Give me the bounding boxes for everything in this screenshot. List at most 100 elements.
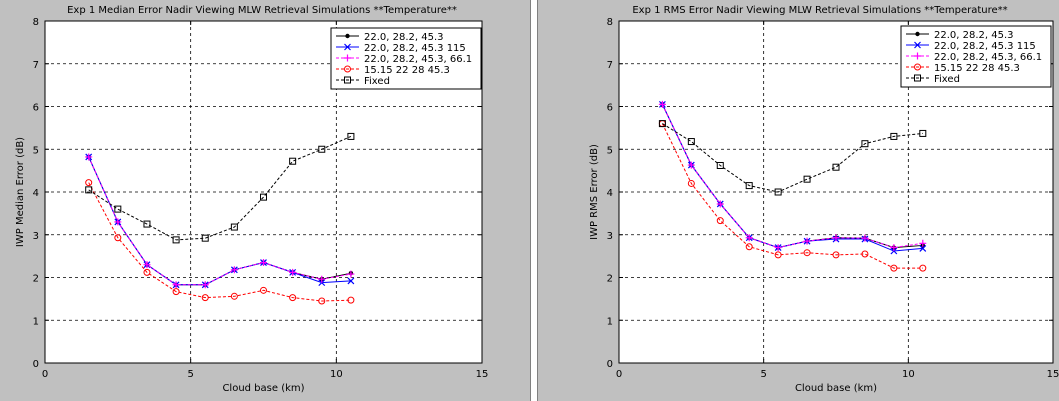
legend-entry-label: Fixed — [934, 74, 960, 85]
data-point — [318, 145, 326, 153]
data-point — [318, 275, 326, 283]
data-point — [344, 76, 351, 84]
y-axis-label: IWP RMS Error (dB) — [589, 144, 600, 240]
legend-entry-label: 22.0, 28.2, 45.3 115 — [934, 41, 1036, 52]
x-tick-label: 0 — [616, 369, 622, 380]
legend-entry-label: 22.0, 28.2, 45.3 — [364, 32, 444, 43]
legend-entry-label: 22.0, 28.2, 45.3, 66.1 — [364, 54, 472, 65]
data-point — [289, 268, 297, 276]
data-point — [745, 182, 753, 190]
data-point — [716, 217, 724, 225]
data-point — [803, 249, 811, 257]
y-tick-label: 8 — [33, 17, 39, 28]
series-square — [658, 120, 927, 196]
data-point — [143, 261, 151, 269]
data-point — [344, 54, 351, 62]
y-tick-label: 4 — [33, 188, 39, 199]
data-point — [861, 250, 869, 258]
legend-entry-label: 22.0, 28.2, 45.3 115 — [364, 43, 466, 54]
y-tick-label: 0 — [33, 359, 39, 370]
series-line — [88, 156, 351, 286]
data-point — [745, 234, 753, 242]
legend: 22.0, 28.2, 45.322.0, 28.2, 45.3 11522.0… — [900, 25, 1052, 88]
y-tick-label: 7 — [607, 60, 613, 71]
legend-box — [900, 25, 1052, 88]
data-point — [745, 243, 753, 251]
y-tick-label: 2 — [607, 274, 613, 285]
data-point — [774, 188, 782, 196]
x-tick-label: 5 — [760, 369, 766, 380]
data-point — [201, 281, 209, 289]
series-plus — [658, 100, 927, 252]
left-figure-panel: Exp 1 Median Error Nadir Viewing MLW Ret… — [15, 5, 489, 394]
data-point — [658, 100, 666, 108]
y-tick-label: 2 — [33, 274, 39, 285]
data-point — [774, 251, 782, 259]
y-tick-label: 8 — [607, 17, 613, 28]
data-point — [230, 292, 238, 300]
data-point — [114, 234, 122, 242]
data-point — [172, 281, 180, 289]
data-point — [347, 277, 355, 285]
series-line — [88, 135, 352, 241]
data-point — [260, 286, 267, 294]
data-point — [344, 43, 351, 51]
x-tick-label: 10 — [330, 369, 343, 380]
data-point — [318, 297, 326, 305]
y-tick-label: 0 — [607, 359, 613, 370]
data-point — [260, 259, 267, 267]
legend-entry-label: 15.15 22 28 45.3 — [934, 63, 1020, 74]
data-point — [861, 140, 869, 148]
y-axis-label: IWP Median Error (dB) — [15, 137, 26, 247]
x-tick-label: 15 — [1047, 369, 1059, 380]
x-tick-label: 15 — [476, 369, 489, 380]
legend-entry-label: 15.15 22 28 45.3 — [364, 65, 450, 76]
data-point — [230, 223, 238, 231]
data-point — [85, 153, 93, 161]
y-tick-label: 7 — [33, 60, 39, 71]
window-divider[interactable] — [530, 0, 538, 401]
data-point — [687, 179, 695, 187]
data-point — [914, 63, 921, 71]
series-circle — [658, 120, 927, 272]
data-point — [803, 175, 811, 183]
series-line — [661, 123, 923, 269]
x-tick-label: 10 — [902, 369, 915, 380]
rms-error-chart: Exp 1 RMS Error Nadir Viewing MLW Retrie… — [589, 5, 1059, 394]
data-point — [914, 74, 921, 82]
data-point — [347, 270, 355, 278]
y-tick-label: 5 — [33, 145, 39, 156]
x-axis-label: Cloud base (km) — [795, 383, 877, 394]
data-point — [658, 120, 666, 128]
data-point — [85, 186, 93, 194]
legend-entry-label: 22.0, 28.2, 45.3, 66.1 — [934, 52, 1042, 63]
data-point — [114, 205, 122, 213]
data-point — [85, 179, 93, 187]
y-tick-label: 4 — [607, 188, 613, 199]
series-line — [88, 182, 351, 302]
data-point — [201, 294, 209, 302]
data-point — [919, 245, 927, 252]
data-point — [919, 129, 927, 137]
y-tick-label: 1 — [33, 316, 39, 327]
data-point — [114, 218, 122, 226]
data-point — [914, 52, 921, 60]
right-figure-panel: Exp 1 RMS Error Nadir Viewing MLW Retrie… — [538, 0, 1059, 401]
data-point — [774, 244, 782, 252]
y-tick-label: 3 — [33, 231, 39, 242]
data-point — [344, 65, 351, 73]
chart-title: Exp 1 Median Error Nadir Viewing MLW Ret… — [67, 5, 457, 16]
legend-entry-label: Fixed — [364, 76, 390, 87]
x-tick-label: 5 — [187, 369, 193, 380]
data-point — [347, 132, 355, 140]
data-point — [289, 294, 297, 302]
data-point — [172, 288, 180, 296]
series-line — [662, 123, 923, 193]
data-point — [289, 157, 297, 165]
data-point — [890, 132, 898, 140]
y-tick-label: 6 — [607, 103, 613, 114]
data-point — [716, 200, 724, 208]
legend-entry-label: 22.0, 28.2, 45.3 — [934, 30, 1014, 41]
data-point — [260, 193, 267, 201]
data-point — [915, 31, 920, 37]
